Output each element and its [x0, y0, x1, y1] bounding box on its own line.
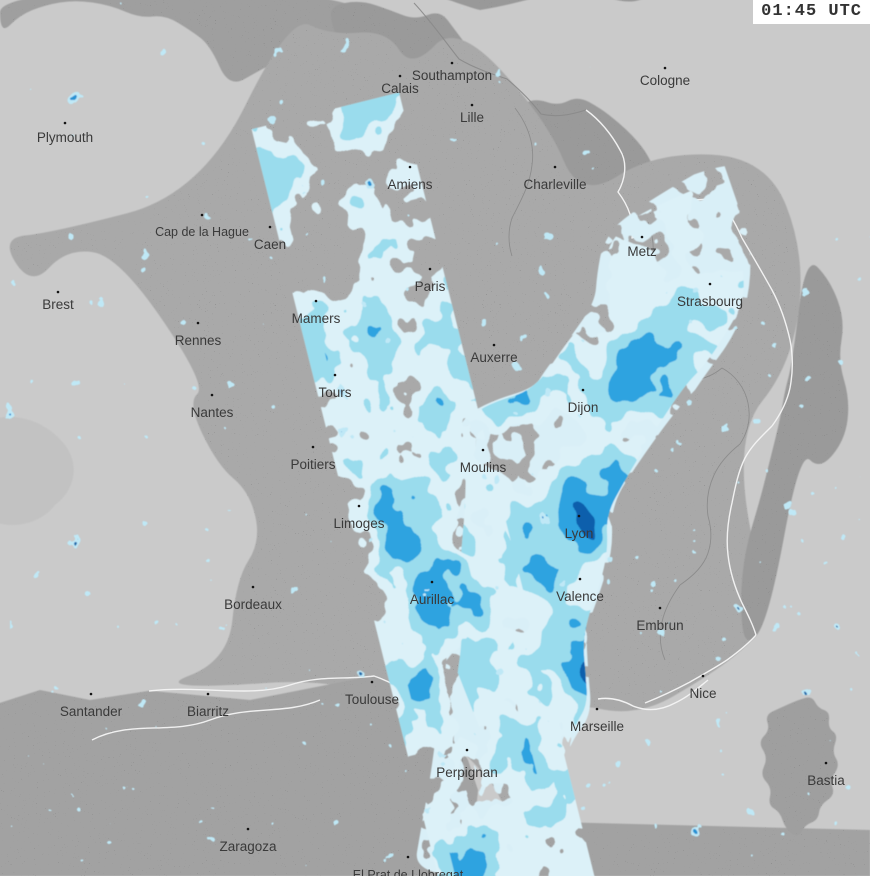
svg-text:Rennes: Rennes [175, 333, 222, 348]
svg-text:Auxerre: Auxerre [470, 350, 517, 365]
svg-text:Mamers: Mamers [292, 311, 341, 326]
svg-text:Bastia: Bastia [807, 773, 845, 788]
svg-text:Nice: Nice [689, 686, 716, 701]
svg-text:Aurillac: Aurillac [410, 592, 455, 607]
svg-text:El Prat de Llobregat: El Prat de Llobregat [353, 868, 464, 876]
svg-text:Biarritz: Biarritz [187, 704, 229, 719]
svg-text:Strasbourg: Strasbourg [677, 294, 743, 309]
svg-text:Lyon: Lyon [565, 526, 594, 541]
svg-text:Toulouse: Toulouse [345, 692, 399, 707]
svg-text:Embrun: Embrun [636, 618, 683, 633]
svg-text:Bordeaux: Bordeaux [224, 597, 282, 612]
svg-text:Amiens: Amiens [387, 177, 432, 192]
svg-text:Plymouth: Plymouth [37, 130, 93, 145]
svg-text:Poitiers: Poitiers [290, 457, 335, 472]
svg-text:Lille: Lille [460, 110, 484, 125]
svg-text:Marseille: Marseille [570, 719, 624, 734]
svg-text:Santander: Santander [60, 704, 123, 719]
svg-text:Brest: Brest [42, 297, 74, 312]
svg-text:Caen: Caen [254, 237, 286, 252]
svg-text:Perpignan: Perpignan [436, 765, 498, 780]
svg-text:Nantes: Nantes [191, 405, 234, 420]
svg-text:Charleville: Charleville [523, 177, 586, 192]
svg-text:Moulins: Moulins [460, 460, 507, 475]
svg-text:Metz: Metz [627, 244, 657, 259]
svg-text:Southampton: Southampton [412, 68, 492, 83]
svg-text:Zaragoza: Zaragoza [219, 839, 277, 854]
svg-text:Valence: Valence [556, 589, 604, 604]
svg-text:Limoges: Limoges [333, 516, 384, 531]
svg-text:Cologne: Cologne [640, 73, 690, 88]
svg-text:Dijon: Dijon [568, 400, 599, 415]
svg-text:Paris: Paris [415, 279, 446, 294]
svg-text:Calais: Calais [381, 81, 419, 96]
svg-text:Cap de la Hague: Cap de la Hague [155, 225, 249, 239]
svg-text:Tours: Tours [318, 385, 351, 400]
